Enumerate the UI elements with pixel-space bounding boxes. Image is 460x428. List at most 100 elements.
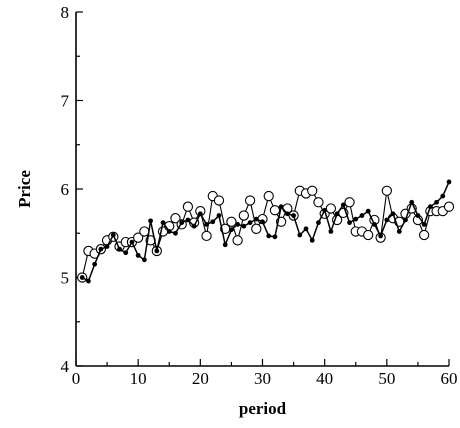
data-point-filled (210, 219, 216, 225)
data-point-filled (123, 250, 129, 256)
x-tick-label: 10 (130, 369, 147, 388)
data-point-filled (340, 202, 346, 208)
data-point-open (139, 226, 150, 237)
x-tick-label: 30 (254, 369, 271, 388)
y-tick-label: 4 (61, 357, 70, 376)
data-point-filled (334, 211, 340, 217)
data-point-filled (110, 232, 116, 238)
data-point-open (363, 229, 374, 241)
data-point-filled (216, 213, 222, 218)
x-tick-label: 20 (192, 369, 209, 388)
x-tick-label: 50 (378, 369, 395, 388)
data-point-open (418, 229, 430, 241)
data-point-filled (316, 220, 321, 226)
series-filled-dots (79, 179, 452, 284)
data-point-open (325, 203, 337, 214)
data-point-filled (260, 219, 265, 225)
data-point-filled (415, 213, 421, 218)
data-point-filled (272, 234, 278, 240)
y-tick-label: 8 (61, 3, 70, 22)
data-point-open (232, 235, 243, 246)
data-point-filled (266, 233, 272, 239)
data-point-filled (229, 227, 234, 233)
data-point-filled (278, 204, 284, 210)
x-ticks: 0 10 20 30 40 50 60 (72, 359, 458, 388)
data-point-open (244, 195, 256, 206)
y-tick-label: 5 (61, 269, 70, 288)
data-point-filled (434, 199, 439, 205)
y-tick-label: 7 (61, 92, 70, 111)
data-point-open (201, 230, 212, 242)
data-point-filled (421, 222, 427, 227)
data-point-filled (148, 218, 154, 224)
x-tick-label: 60 (441, 369, 458, 388)
x-tick-label: 0 (72, 369, 81, 388)
data-point-filled (384, 217, 390, 223)
series-layer (77, 179, 455, 284)
data-point-filled (98, 246, 104, 252)
data-point-filled (86, 278, 91, 284)
data-point-filled (235, 222, 241, 227)
data-point-filled (396, 229, 402, 234)
data-point-filled (291, 213, 296, 218)
data-point-filled (253, 216, 259, 222)
data-point-filled (409, 199, 415, 205)
data-point-open (269, 205, 281, 216)
data-point-filled (427, 204, 433, 210)
data-point-filled (446, 179, 452, 185)
data-point-filled (309, 237, 315, 243)
data-point-filled (197, 211, 203, 217)
data-point-filled (154, 248, 160, 254)
data-point-open (226, 216, 237, 227)
data-point-filled (129, 239, 135, 245)
data-point-open (182, 201, 194, 212)
data-point-filled (390, 211, 396, 217)
y-ticks: 4 5 6 7 8 (61, 3, 83, 376)
data-point-open (213, 195, 225, 206)
data-point-open (238, 210, 249, 221)
data-point-open (381, 185, 392, 196)
data-point-filled (92, 261, 98, 267)
data-point-filled (403, 217, 408, 223)
data-point-filled (222, 242, 228, 248)
data-point-open (133, 232, 144, 243)
data-point-open (313, 197, 324, 208)
data-point-open (344, 197, 355, 208)
data-point-filled (117, 246, 122, 252)
data-point-filled (135, 252, 141, 258)
data-point-filled (247, 220, 253, 226)
data-point-filled (284, 211, 290, 217)
data-point-filled (79, 275, 85, 280)
data-point-filled (322, 207, 328, 213)
data-point-filled (179, 220, 185, 226)
data-point-filled (378, 233, 384, 239)
data-point-filled (166, 229, 172, 234)
data-point-open (251, 223, 262, 234)
x-tick-label: 40 (316, 369, 333, 388)
data-point-filled (173, 230, 178, 236)
data-point-filled (204, 222, 209, 227)
data-point-open (307, 185, 318, 196)
data-point-open (443, 201, 455, 212)
data-point-filled (185, 217, 191, 223)
series-open-circles (77, 185, 455, 283)
x-axis-label: period (239, 399, 287, 418)
data-point-filled (141, 257, 147, 263)
data-point-filled (297, 232, 303, 238)
data-point-filled (365, 208, 371, 214)
data-point-open (170, 213, 181, 224)
data-point-filled (241, 223, 247, 229)
data-point-open (263, 190, 274, 202)
data-point-filled (359, 213, 365, 218)
y-axis-label: Price (15, 170, 34, 208)
axes (75, 12, 449, 367)
data-point-filled (353, 216, 359, 222)
data-point-filled (303, 226, 309, 232)
data-point-filled (104, 244, 110, 249)
data-point-filled (191, 223, 197, 229)
data-point-filled (347, 220, 352, 226)
y-tick-label: 6 (61, 180, 70, 199)
data-point-filled (372, 222, 377, 227)
data-point-filled (440, 193, 446, 199)
